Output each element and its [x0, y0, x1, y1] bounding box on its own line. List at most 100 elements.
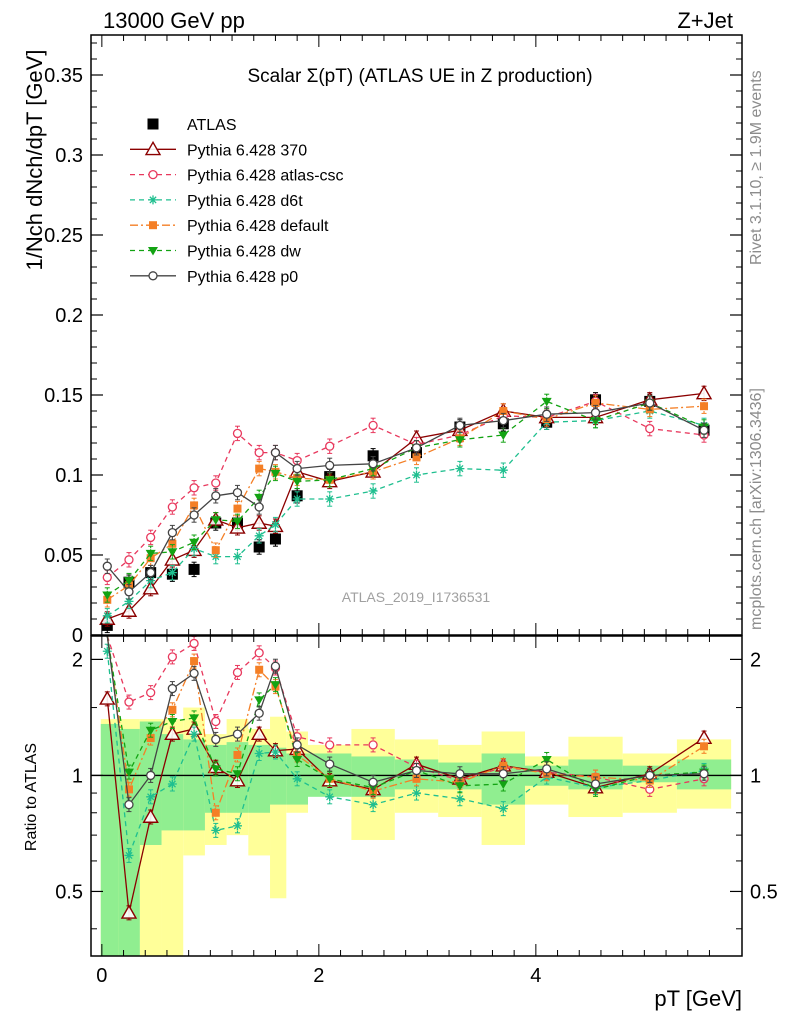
point-pythia-6-428-dw [210, 516, 221, 525]
point-pythia-6-428-atlas-csc [124, 555, 134, 565]
y-tick-label: 0 [72, 625, 83, 647]
ratio-y-tick-label: 0.5 [55, 881, 83, 903]
legend-marker [148, 271, 158, 281]
legend-label: Pythia 6.428 d6t [187, 193, 303, 210]
point-pythia-6-428-p0 [590, 407, 601, 418]
point-pythia-6-428-370 [142, 808, 159, 823]
point-pythia-6-428-d6t [146, 576, 156, 586]
point-pythia-6-428-dw [167, 718, 178, 727]
point-pythia-6-428-d6t [232, 821, 242, 831]
point-pythia-6-428-p0 [645, 770, 655, 781]
ratio-panel: 0.5 0.5 1 1 2 2 0 2 4 Ratio to ATLAS pT [GeV] [23, 635, 778, 1011]
point-pythia-6-428-d6t [124, 596, 134, 606]
point-pythia-6-428-dw [292, 477, 303, 487]
ratio-y-tick-label-right: 2 [750, 649, 761, 671]
legend-entry-pythia-6-428-d6t: Pythia 6.428 d6t [130, 193, 303, 210]
point-pythia-6-428-default [499, 761, 508, 770]
point-pythia-6-428-atlas-csc [189, 638, 199, 649]
ratio-y-tick-label: 2 [72, 649, 83, 671]
y-tick-label: 0.35 [44, 65, 83, 87]
point-pythia-6-428-dw [189, 714, 200, 723]
series-pythia-6-428-p0-main [102, 395, 709, 600]
y-tick-label: 0.1 [55, 465, 83, 487]
point-pythia-6-428-atlas-csc [211, 716, 221, 727]
point-pythia-6-428-370 [120, 602, 138, 617]
legend-entry-pythia-6-428-dw: Pythia 6.428 dw [130, 244, 301, 261]
point-pythia-6-428-dw [324, 775, 335, 784]
point-pythia-6-428-p0 [292, 463, 302, 474]
point-pythia-6-428-atlas-csc [102, 572, 112, 583]
point-pythia-6-428-atlas-csc [368, 740, 378, 750]
point-pythia-6-428-default [233, 750, 242, 759]
point-pythia-6-428-p0 [455, 420, 465, 431]
point-pythia-6-428-dw [254, 493, 265, 503]
point-pythia-6-428-default [146, 734, 155, 743]
point-pythia-6-428-p0 [411, 765, 422, 776]
point-pythia-6-428-atlas-csc [167, 502, 178, 512]
stat-band-bin [118, 728, 140, 956]
point-pythia-6-428-atlas-csc [189, 483, 199, 493]
point-pythia-6-428-dw [189, 538, 200, 548]
energy-label: 13000 GeV pp [103, 8, 245, 33]
main-frame [90, 34, 743, 636]
point-pythia-6-428-default [211, 808, 220, 817]
point-atlas [253, 541, 265, 553]
source-note: mcplots.cern.ch [arXiv:1306.3436] [748, 388, 765, 630]
point-pythia-6-428-p0 [211, 491, 221, 501]
y-tick-label: 0.2 [55, 305, 83, 327]
point-pythia-6-428-atlas-csc [232, 428, 243, 439]
ratio-frame [90, 635, 743, 957]
point-pythia-6-428-default [233, 504, 242, 513]
point-pythia-6-428-atlas-csc [146, 532, 156, 543]
point-pythia-6-428-atlas-csc [325, 740, 335, 750]
point-pythia-6-428-d6t [189, 729, 199, 739]
point-pythia-6-428-dw [232, 517, 243, 527]
point-pythia-6-428-d6t [167, 779, 177, 789]
point-pythia-6-428-dw [167, 548, 178, 557]
point-pythia-6-428-dw [292, 755, 303, 765]
point-pythia-6-428-p0 [254, 708, 264, 718]
point-pythia-6-428-p0 [232, 487, 243, 498]
point-pythia-6-428-p0 [189, 668, 199, 679]
point-pythia-6-428-d6t [325, 792, 335, 802]
point-pythia-6-428-p0 [699, 425, 709, 435]
y-tick-label: 0.05 [44, 545, 83, 567]
ratio-ticks [91, 636, 742, 956]
point-pythia-6-428-dw [454, 782, 465, 791]
stat-band-bin [270, 747, 287, 805]
legend-entry-pythia-6-428-p0: Pythia 6.428 p0 [130, 269, 298, 286]
legend-marker [148, 195, 158, 205]
main-y-axis-label: 1/Nch dNch/dpT [GeV] [22, 50, 47, 271]
legend-entry-atlas: ATLAS [147, 117, 237, 134]
point-pythia-6-428-p0 [699, 769, 709, 779]
stat-band-bin [204, 744, 227, 813]
ratio-y-tick-label-right: 0.5 [750, 881, 778, 903]
legend-marker [147, 118, 159, 130]
point-pythia-6-428-p0 [167, 527, 178, 538]
point-pythia-6-428-d6t [412, 470, 421, 480]
point-pythia-6-428-p0 [411, 443, 422, 453]
point-pythia-6-428-p0 [645, 398, 655, 408]
point-pythia-6-428-d6t [498, 804, 508, 814]
point-pythia-6-428-p0 [146, 770, 156, 781]
series-pythia-6-428-dw-main [102, 393, 710, 603]
main-ticks [91, 35, 742, 636]
legend-entry-pythia-6-428-atlas-csc: Pythia 6.428 atlas-csc [130, 168, 344, 185]
main-series-group [99, 384, 713, 634]
point-pythia-6-428-p0 [270, 447, 281, 458]
point-pythia-6-428-default [255, 665, 264, 674]
x-tick-label: 4 [530, 965, 541, 987]
legend-label: ATLAS [187, 117, 237, 134]
point-pythia-6-428-dw [254, 696, 265, 705]
point-pythia-6-428-p0 [455, 769, 465, 779]
point-pythia-6-428-p0 [498, 769, 508, 779]
legend-label: Pythia 6.428 dw [187, 244, 301, 261]
legend-marker [149, 221, 157, 230]
point-pythia-6-428-d6t [270, 520, 280, 530]
ratio-y-axis-label: Ratio to ATLAS [23, 743, 40, 851]
point-pythia-6-428-d6t [292, 494, 302, 504]
point-pythia-6-428-default [124, 785, 133, 794]
main-title: Scalar Σ(pT) (ATLAS UE in Z production) [247, 66, 592, 87]
point-pythia-6-428-atlas-csc [232, 667, 243, 678]
point-pythia-6-428-d6t [167, 568, 177, 578]
